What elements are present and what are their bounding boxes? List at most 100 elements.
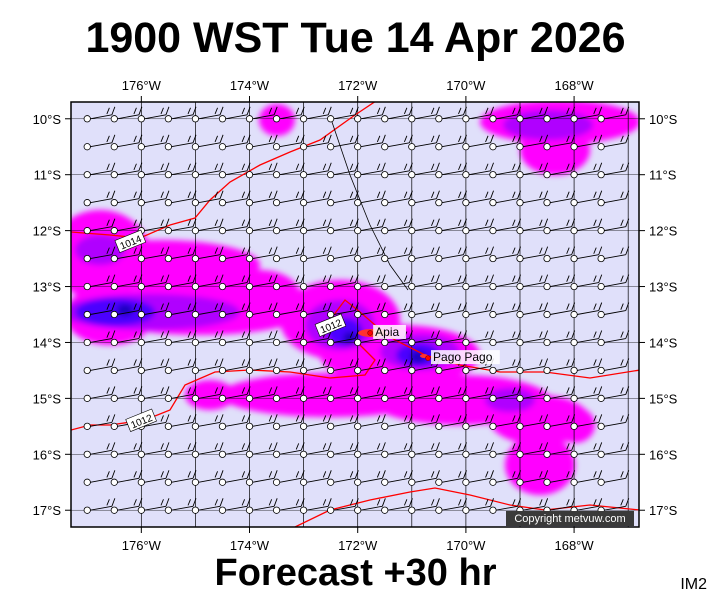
wind-barb bbox=[516, 106, 549, 123]
wind-barb bbox=[191, 274, 224, 291]
wind-barb bbox=[137, 442, 170, 458]
wind-barb bbox=[516, 442, 549, 458]
wind-barb bbox=[137, 106, 170, 123]
wind-barb bbox=[381, 358, 413, 375]
wind-barb bbox=[110, 106, 143, 123]
wind-barb bbox=[543, 246, 576, 263]
place-marker bbox=[367, 330, 373, 336]
wind-barb bbox=[110, 162, 143, 179]
wind-barb bbox=[110, 190, 143, 207]
copyright-box: Copyright metvuw.com bbox=[506, 511, 634, 526]
wind-barb bbox=[597, 134, 630, 151]
wind-barb bbox=[245, 386, 278, 402]
wind-barb bbox=[164, 106, 197, 123]
wind-barb bbox=[597, 386, 630, 402]
wind-barb bbox=[543, 330, 576, 347]
wind-barb bbox=[110, 498, 143, 514]
wind-barb bbox=[245, 302, 278, 319]
wind-barb bbox=[570, 274, 603, 291]
wind-barb bbox=[164, 358, 197, 375]
wind-barb bbox=[245, 414, 278, 430]
wind-barb bbox=[272, 470, 305, 486]
wind-barb bbox=[435, 162, 467, 179]
wind-barb bbox=[300, 302, 332, 319]
wind-barb bbox=[543, 190, 576, 207]
wind-barb bbox=[408, 274, 440, 291]
wind-barb bbox=[381, 302, 413, 319]
wind-barb bbox=[489, 162, 522, 179]
forecast-label: Forecast +30 hr bbox=[214, 552, 497, 594]
wind-barb bbox=[164, 218, 197, 235]
wind-barb bbox=[597, 162, 630, 179]
wind-barb bbox=[354, 358, 386, 375]
wind-barb bbox=[327, 302, 359, 319]
wind-barb bbox=[164, 302, 197, 319]
wind-barb bbox=[435, 302, 467, 319]
rain-area bbox=[185, 380, 235, 410]
wind-barb bbox=[354, 470, 386, 486]
wind-barb bbox=[543, 134, 576, 151]
wind-barb bbox=[435, 274, 467, 291]
wind-barb bbox=[543, 414, 576, 430]
wind-barb bbox=[381, 498, 413, 514]
wind-barb bbox=[218, 106, 251, 123]
lon-tick-label: 174°W bbox=[230, 538, 270, 553]
wind-barb bbox=[570, 358, 603, 375]
wind-barb bbox=[354, 414, 386, 430]
wind-barb bbox=[354, 498, 386, 514]
wind-barb bbox=[137, 246, 170, 263]
lat-tick-label: 13°S bbox=[33, 280, 62, 295]
wind-barb bbox=[83, 358, 116, 375]
wind-barb bbox=[164, 190, 197, 207]
wind-barb bbox=[327, 414, 359, 430]
wind-barb bbox=[489, 246, 522, 263]
wind-barb bbox=[110, 386, 143, 402]
lat-tick-label: 12°S bbox=[33, 224, 62, 239]
lon-tick-label: 172°W bbox=[338, 78, 378, 93]
wind-barb bbox=[110, 442, 143, 458]
wind-barb bbox=[218, 442, 251, 458]
wind-barb bbox=[137, 386, 170, 402]
wind-barb bbox=[435, 106, 467, 123]
wind-barb bbox=[597, 358, 630, 375]
wind-barb bbox=[462, 414, 494, 430]
wind-barb bbox=[218, 414, 251, 430]
wind-barb bbox=[435, 386, 467, 402]
wind-barb bbox=[354, 106, 386, 123]
page-title: 1900 WST Tue 14 Apr 2026 bbox=[85, 14, 626, 62]
copyright-text: Copyright metvuw.com bbox=[514, 513, 625, 525]
wind-barb bbox=[300, 498, 332, 514]
wind-barb bbox=[597, 218, 630, 235]
wind-barb bbox=[164, 386, 197, 402]
wind-barb bbox=[245, 134, 278, 151]
wind-barb bbox=[570, 386, 603, 402]
wind-barb bbox=[408, 442, 440, 458]
wind-barb bbox=[435, 246, 467, 263]
wind-barb bbox=[327, 246, 359, 263]
wind-barb bbox=[543, 274, 576, 291]
wind-barb bbox=[381, 106, 413, 123]
wind-barb bbox=[191, 442, 224, 458]
wind-barb bbox=[245, 106, 278, 123]
wind-barb bbox=[137, 274, 170, 291]
wind-barb bbox=[327, 386, 359, 402]
lat-tick-label: 12°S bbox=[649, 224, 678, 239]
wind-barb bbox=[408, 470, 440, 486]
map-axes: 176°W 176°W 174°W 174°W 172°W 172°W 170°W 170°W… bbox=[33, 78, 678, 553]
lat-tick-label: 15°S bbox=[649, 391, 678, 406]
wind-barb bbox=[354, 134, 386, 151]
wind-barb bbox=[245, 498, 278, 514]
wind-barb bbox=[191, 162, 224, 179]
wind-barb bbox=[83, 470, 116, 486]
wind-barb bbox=[597, 246, 630, 263]
wind-barb bbox=[489, 302, 522, 319]
wind-barb bbox=[83, 274, 116, 291]
lat-tick-label: 11°S bbox=[34, 168, 62, 183]
wind-barb bbox=[110, 274, 143, 291]
wind-barb bbox=[543, 442, 576, 458]
wind-barb bbox=[354, 162, 386, 179]
wind-barb bbox=[543, 162, 576, 179]
wind-barb bbox=[570, 246, 603, 263]
lon-tick-label: 176°W bbox=[122, 538, 162, 553]
wind-barb bbox=[218, 218, 251, 235]
